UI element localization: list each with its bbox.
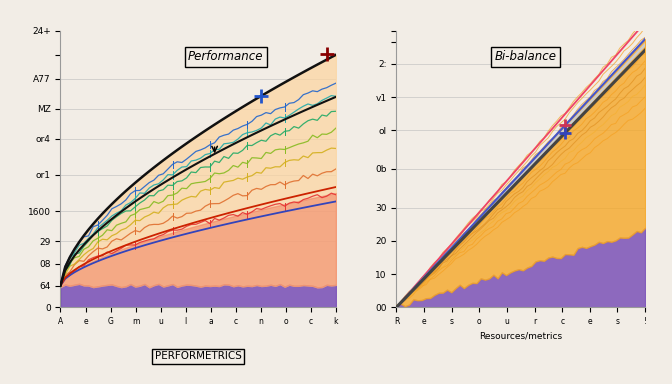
Text: PERFORMETRICS: PERFORMETRICS — [155, 351, 242, 361]
Text: Bi-balance: Bi-balance — [495, 50, 557, 63]
X-axis label: Resources/metrics: Resources/metrics — [479, 331, 562, 341]
Text: Performance: Performance — [188, 50, 263, 63]
